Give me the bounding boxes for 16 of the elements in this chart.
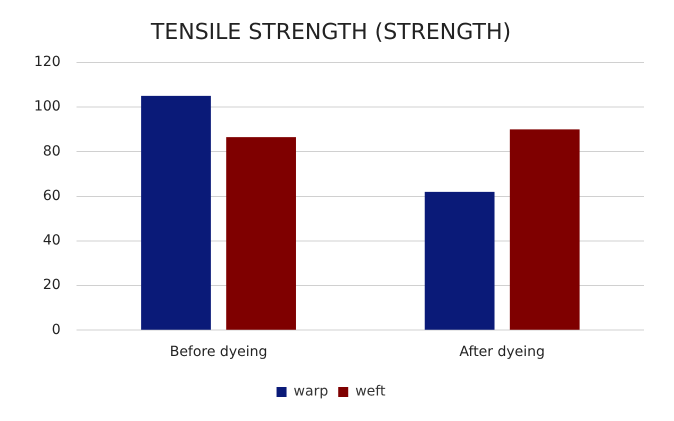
y-tick-label: 60 <box>42 188 61 204</box>
bar <box>141 96 211 330</box>
bar <box>424 192 495 330</box>
legend-label: weft <box>355 384 386 400</box>
legend-label: warp <box>294 384 328 400</box>
y-tick-label: 80 <box>42 143 61 160</box>
x-tick-label: After dyeing <box>459 344 545 360</box>
y-tick-label: 100 <box>34 98 61 115</box>
bar <box>226 137 296 330</box>
y-tick-label: 120 <box>34 54 61 70</box>
y-tick-label: 20 <box>42 277 61 294</box>
y-tick-label: 0 <box>52 322 61 338</box>
chart-title: TENSILE STRENGTH (STRENGTH) <box>150 20 512 45</box>
x-tick-label: Before dyeing <box>170 344 268 360</box>
bar <box>510 129 580 330</box>
y-tick-label: 40 <box>42 232 61 249</box>
